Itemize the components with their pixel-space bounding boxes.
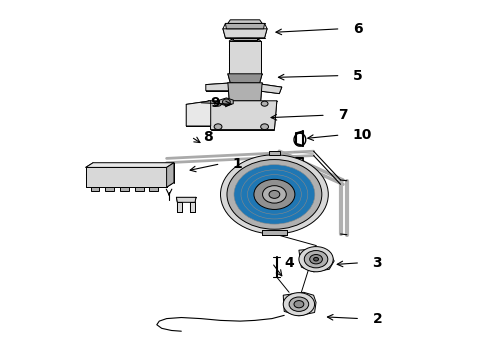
Circle shape <box>234 165 315 224</box>
Circle shape <box>247 175 301 214</box>
Polygon shape <box>190 202 195 212</box>
Polygon shape <box>208 101 277 130</box>
Text: 1: 1 <box>233 157 243 171</box>
Text: 3: 3 <box>372 256 382 270</box>
Polygon shape <box>206 83 233 91</box>
Polygon shape <box>86 167 167 187</box>
Text: 8: 8 <box>203 130 213 144</box>
Bar <box>105 187 114 191</box>
Circle shape <box>283 293 315 316</box>
Polygon shape <box>225 23 265 29</box>
Circle shape <box>215 101 221 106</box>
Text: 10: 10 <box>353 128 372 142</box>
Circle shape <box>310 255 322 264</box>
Polygon shape <box>228 83 262 101</box>
Polygon shape <box>283 292 316 316</box>
Polygon shape <box>262 230 287 235</box>
Text: 6: 6 <box>353 22 363 36</box>
Text: 4: 4 <box>284 256 294 270</box>
Circle shape <box>254 179 295 210</box>
Circle shape <box>263 186 286 203</box>
Circle shape <box>222 99 230 105</box>
Polygon shape <box>176 197 196 202</box>
Bar <box>135 187 144 191</box>
Polygon shape <box>228 20 262 23</box>
Circle shape <box>269 190 280 198</box>
Circle shape <box>261 124 269 130</box>
Circle shape <box>289 297 309 311</box>
Circle shape <box>304 251 328 268</box>
Text: 2: 2 <box>372 312 382 325</box>
Circle shape <box>294 301 304 308</box>
Polygon shape <box>220 98 233 106</box>
Bar <box>149 187 158 191</box>
Bar <box>91 187 99 191</box>
Text: 9: 9 <box>211 96 220 109</box>
Polygon shape <box>233 38 257 40</box>
Polygon shape <box>186 101 211 126</box>
Text: 5: 5 <box>353 69 363 82</box>
Polygon shape <box>257 84 282 94</box>
Circle shape <box>214 124 222 130</box>
Circle shape <box>314 257 318 261</box>
Circle shape <box>220 155 328 234</box>
Polygon shape <box>177 202 182 212</box>
Polygon shape <box>86 163 174 167</box>
Polygon shape <box>269 151 280 155</box>
Circle shape <box>241 170 308 219</box>
Polygon shape <box>167 163 174 187</box>
Bar <box>120 187 129 191</box>
Circle shape <box>299 247 333 272</box>
Polygon shape <box>228 74 262 83</box>
Circle shape <box>261 101 268 106</box>
Polygon shape <box>299 248 334 272</box>
Text: 7: 7 <box>338 108 348 122</box>
Polygon shape <box>223 29 267 38</box>
Circle shape <box>227 159 322 229</box>
Bar <box>229 41 261 74</box>
